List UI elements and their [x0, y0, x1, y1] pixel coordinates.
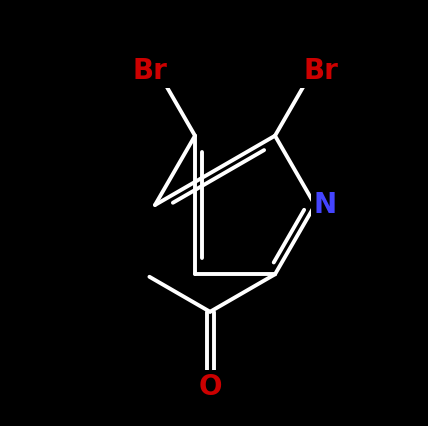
- Text: Br: Br: [132, 57, 167, 85]
- Text: N: N: [313, 191, 336, 219]
- Text: Br: Br: [303, 57, 338, 85]
- Text: O: O: [198, 373, 222, 401]
